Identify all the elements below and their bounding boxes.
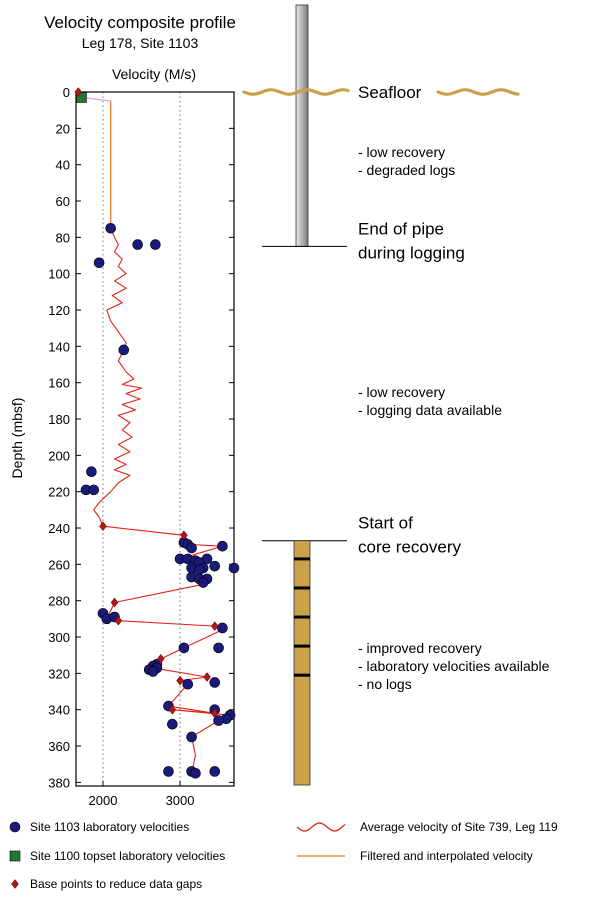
legend-circle-marker [9, 821, 21, 833]
base-point [210, 708, 219, 719]
legend-entry-label: Site 1103 laboratory velocities [30, 820, 189, 834]
y-axis-title: Depth (mbsf) [9, 398, 25, 479]
base-point [168, 704, 177, 715]
y-tick-label: 80 [56, 230, 70, 245]
lab-velocity-point [186, 731, 197, 743]
y-tick-label: 260 [48, 557, 70, 572]
y-tick-label: 100 [48, 267, 70, 282]
seafloor-wave-right [436, 88, 520, 96]
lab-velocity-point [217, 622, 228, 634]
base-point [110, 597, 119, 608]
y-tick-label: 280 [48, 594, 70, 609]
annotation-zone3-line: - laboratory velocities available [358, 658, 550, 674]
y-tick-label: 360 [48, 739, 70, 754]
base-point [180, 530, 188, 541]
plot-area: 0 20 40 60 80 100 120 140 160 180 200 220 240 260 280 3… [48, 85, 240, 808]
lab-velocity-point [213, 715, 224, 726]
core-column [293, 540, 311, 786]
y-tick-label: 300 [48, 630, 70, 645]
lab-velocity-point [209, 766, 221, 777]
x-tick-label: 3000 [166, 793, 195, 808]
y-tick-label: 60 [56, 194, 70, 209]
legend-wave-marker [296, 822, 346, 832]
base-point [156, 653, 165, 664]
legend-entry-label: Site 1100 topset laboratory velocities [30, 849, 225, 863]
x-axis-title: Velocity (M/s) [112, 66, 196, 82]
lab-velocity-point [197, 577, 209, 588]
lab-velocity-point [209, 560, 221, 572]
y-tick-label: 200 [48, 448, 70, 463]
legend-square-marker [9, 850, 21, 862]
base-point [99, 521, 107, 532]
y-tick-label: 0 [63, 85, 70, 100]
lithology-column [242, 4, 520, 786]
annotations: Seafloor End of pipe during logging Start o… [358, 83, 550, 692]
seafloor-wave-left [242, 88, 350, 96]
chart-title: Velocity composite profile [44, 13, 236, 32]
lab-velocity-point [167, 718, 178, 730]
lab-velocity-point [147, 666, 159, 677]
y-tick-label: 140 [48, 339, 70, 354]
legend: Site 1103 laboratory velocities Site 1100… [9, 820, 558, 891]
legend-entry-label: Filtered and interpolated velocity [360, 849, 533, 863]
y-tick-label: 160 [48, 376, 70, 391]
series-line [93, 228, 231, 774]
y-tick-label: 340 [48, 703, 70, 718]
y-tick-label: 320 [48, 666, 70, 681]
lab-velocity-point [88, 484, 100, 496]
lab-velocity-point [118, 344, 130, 356]
chart-subtitle: Leg 178, Site 1103 [82, 35, 199, 51]
lab-velocity-point [150, 239, 161, 250]
lab-velocity-point [163, 766, 174, 777]
plot-frame [75, 91, 235, 787]
lab-velocity-point [209, 677, 221, 688]
lab-velocity-point [105, 222, 116, 234]
lab-velocity-point [228, 562, 240, 574]
annotation-zone1-line: - degraded logs [358, 162, 455, 178]
y-tick-label: 220 [48, 485, 70, 500]
y-tick-label: 120 [48, 303, 70, 318]
annotation-zone2-line: - low recovery [358, 384, 445, 400]
annotation-zone1-line: - low recovery [358, 144, 445, 160]
lab-velocity-point [93, 257, 105, 269]
annotation-core-line: core recovery [358, 538, 461, 557]
lab-velocity-point [194, 564, 205, 576]
legend-diamond-marker [11, 879, 19, 889]
annotation-core-line: Start of [358, 514, 413, 533]
annotation-zone3-line: - improved recovery [358, 640, 482, 656]
lab-velocity-point [86, 466, 97, 478]
lab-velocity-point [217, 540, 228, 552]
legend-entry-label: Average velocity of Site 739, Leg 119 [360, 820, 558, 834]
lab-velocity-point [213, 642, 224, 654]
base-point [74, 87, 83, 97]
y-tick-label: 20 [56, 121, 70, 136]
base-point [210, 621, 219, 632]
annotation-pipe-line: End of pipe [358, 219, 444, 238]
topset-connector-line [81, 96, 112, 229]
drill-pipe [295, 4, 309, 247]
x-tick-label: 2000 [89, 793, 118, 808]
lab-velocity-point [132, 239, 143, 250]
legend-entry-label: Base points to reduce data gaps [30, 877, 202, 891]
base-point [176, 675, 184, 686]
y-tick-label: 40 [56, 158, 70, 173]
lab-velocity-point [186, 542, 197, 554]
annotation-pipe-line: during logging [358, 243, 465, 262]
lab-velocity-point [190, 767, 201, 779]
lab-velocity-point [178, 642, 190, 654]
y-tick-label: 380 [48, 775, 70, 790]
annotation-zone2-line: - logging data available [358, 402, 502, 418]
annotation-zone3-line: - no logs [358, 676, 412, 692]
base-point [114, 615, 123, 626]
base-point [203, 672, 211, 682]
y-tick-label: 180 [48, 412, 70, 427]
lab-velocity-point [182, 678, 194, 690]
annotation-seafloor: Seafloor [358, 83, 422, 102]
y-tick-label: 240 [48, 521, 70, 536]
